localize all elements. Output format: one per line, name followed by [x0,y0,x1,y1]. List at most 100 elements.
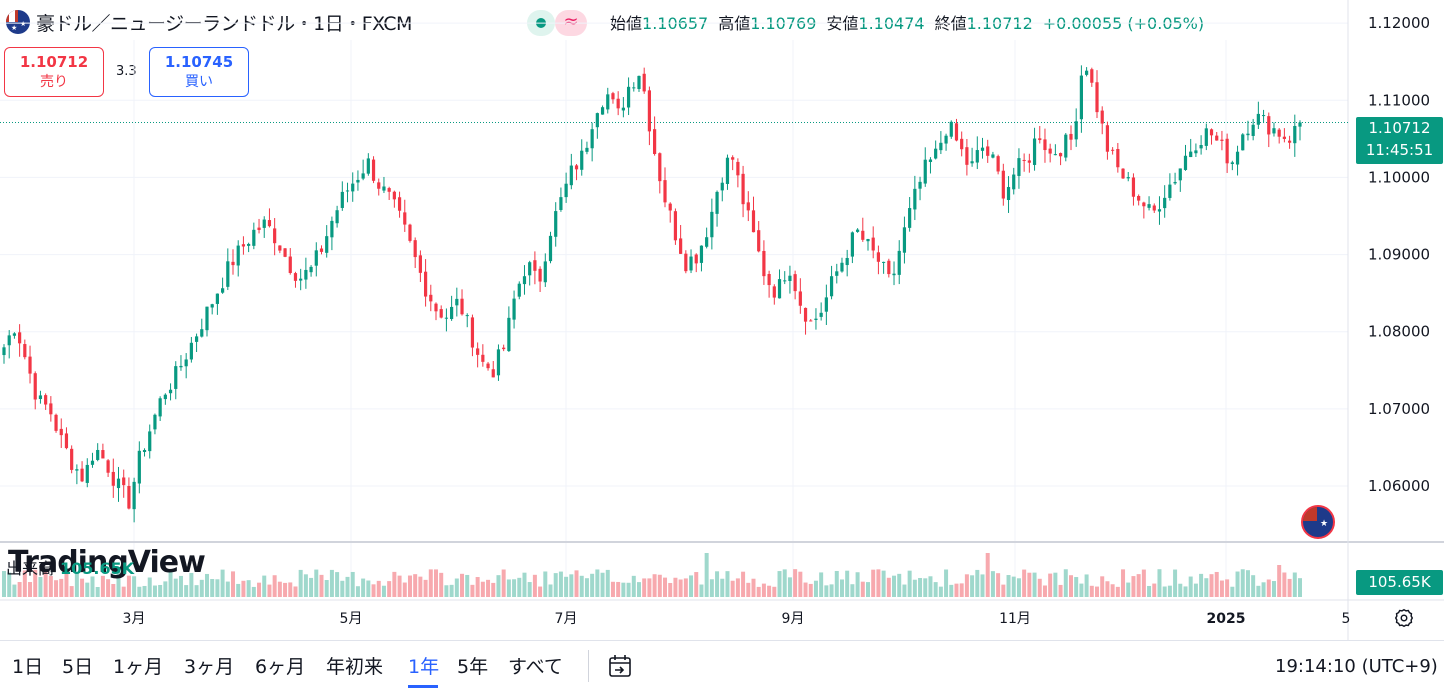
candle [975,136,979,170]
candle [476,342,480,368]
candle [684,250,688,274]
volume-bar [1011,576,1016,597]
candle-body [1074,121,1078,140]
candle [1121,168,1125,179]
candle-body [96,449,100,460]
candle [788,265,792,294]
candle [361,159,365,181]
candle-body [455,298,459,306]
candle-body [1267,116,1271,135]
range-1m-button[interactable]: 1ヶ月 [113,656,164,678]
range-5y-button[interactable]: 5年 [457,656,489,678]
candle-body [543,261,547,283]
candle-body [434,303,438,312]
candle [1287,135,1292,149]
candle [569,153,573,190]
candle [205,306,209,337]
volume-bar [38,576,43,597]
candle-body [866,239,870,242]
candle-body [132,481,136,510]
buy-label: 買い [185,74,213,90]
current-price-tag: 1.10712 11:45:51 [1356,117,1443,164]
candle [38,390,43,404]
candle-body [1277,129,1281,137]
volume-bar [715,571,720,597]
candle-body [252,229,256,246]
candle-body [345,190,350,192]
candle [1100,106,1104,135]
candle [829,265,834,300]
candle [595,112,599,139]
candle [356,170,360,191]
volume-bar [876,569,881,597]
volume-bar [772,586,777,597]
candle [892,261,896,286]
sell-button[interactable]: 1.10712 売り [4,47,104,97]
candle-body [1298,122,1302,127]
time-axis: 3月 5月 7月 9月 11月 2025 5 [123,611,1351,627]
candle-body [798,291,802,306]
volume-bar [423,579,428,597]
candle [1199,135,1203,155]
candle [231,249,235,275]
volume-bar [855,572,860,597]
candle [637,75,641,92]
candle-body [1235,151,1240,165]
range-all-button[interactable]: すべて [508,656,563,678]
volume-bar [329,569,334,597]
sell-label: 売り [40,74,68,90]
volume-bar [267,584,272,597]
volume-bar [741,571,746,597]
candle [965,139,969,176]
range-1y-button[interactable]: 1年 [408,656,440,678]
candle-body [1012,174,1016,190]
candle [736,158,740,188]
buy-button[interactable]: 1.10745 買い [149,47,249,97]
candle-body [137,450,141,484]
volume-bar [288,582,293,597]
range-ytd-button[interactable]: 年初来 [326,656,384,678]
candle-body [1241,134,1245,151]
volume-bar [69,586,74,597]
candle-body [273,228,277,244]
candle [12,332,17,339]
candle [241,236,246,255]
candle [340,181,344,211]
volume-bar [787,577,792,597]
candle [1090,67,1094,87]
candle-body [403,212,407,225]
range-3m-button[interactable]: 3ヶ月 [184,656,235,678]
symbol-title[interactable]: 豪ドル／ニュージーランドドル・1日・FXCM [36,13,412,35]
y-tick-label: 1.07000 [1368,400,1430,418]
candle-body [392,191,396,200]
candlestick-chart[interactable]: 1.12000 1.11000 1.10000 1.09000 1.08000 1.070… [0,0,1444,640]
candle [465,313,469,328]
candle [273,218,277,256]
current-price: 1.10712 [1368,119,1431,137]
candle [1001,163,1005,206]
candle [871,226,875,259]
volume-bar [532,574,537,597]
candle [538,266,542,292]
candle-body [637,75,641,90]
candle [710,198,714,250]
candle [679,225,683,254]
volume-bar [257,582,262,597]
candle-body [450,306,454,320]
volume-bar [730,580,735,597]
candle [559,187,563,212]
gear-icon[interactable] [1393,607,1415,629]
volume-bar [465,574,470,597]
range-1d-button[interactable]: 1日 [12,656,44,678]
candle [720,177,724,202]
candle [980,137,985,159]
clock-timezone[interactable]: 19:14:10 (UTC+9) [1275,656,1438,677]
volume-bar [631,575,636,597]
range-5d-button[interactable]: 5日 [62,656,94,678]
volume-bar [106,579,111,597]
candle-body [174,366,178,389]
candle-body [85,464,89,483]
candle [335,205,339,228]
range-6m-button[interactable]: 6ヶ月 [255,656,306,678]
go-to-date-icon[interactable] [606,652,634,680]
